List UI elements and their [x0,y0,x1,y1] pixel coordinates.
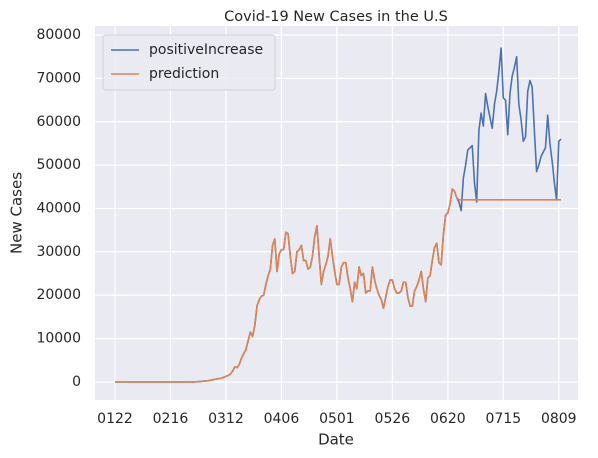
x-tick-label: 0406 [264,411,300,427]
legend-label: positiveIncrease [149,42,263,58]
y-tick-label: 10000 [36,331,81,347]
x-tick-label: 0216 [153,411,189,427]
legend-box [102,34,276,91]
chart-title: Covid-19 New Cases in the U.S [224,9,448,25]
x-tick-label: 0122 [97,411,133,427]
x-tick-label: 0501 [319,411,355,427]
y-tick-label: 60000 [36,114,81,130]
y-axis-label: New Cases [8,172,26,254]
y-tick-label: 30000 [36,244,81,260]
y-tick-label: 0 [72,374,81,390]
x-axis-label: Date [318,431,354,449]
y-tick-label: 70000 [36,70,81,86]
x-tick-label: 0620 [430,411,466,427]
y-tick-label: 20000 [36,287,81,303]
series-line [115,188,561,383]
y-tick-label: 40000 [36,200,81,216]
x-tick-label: 0715 [485,411,521,427]
x-tick-label: 0312 [208,411,244,427]
legend-label: prediction [149,66,219,82]
x-tick-label: 0809 [541,411,577,427]
x-tick-label: 0526 [375,411,411,427]
y-tick-label: 50000 [36,157,81,173]
y-tick-label: 80000 [36,27,81,43]
